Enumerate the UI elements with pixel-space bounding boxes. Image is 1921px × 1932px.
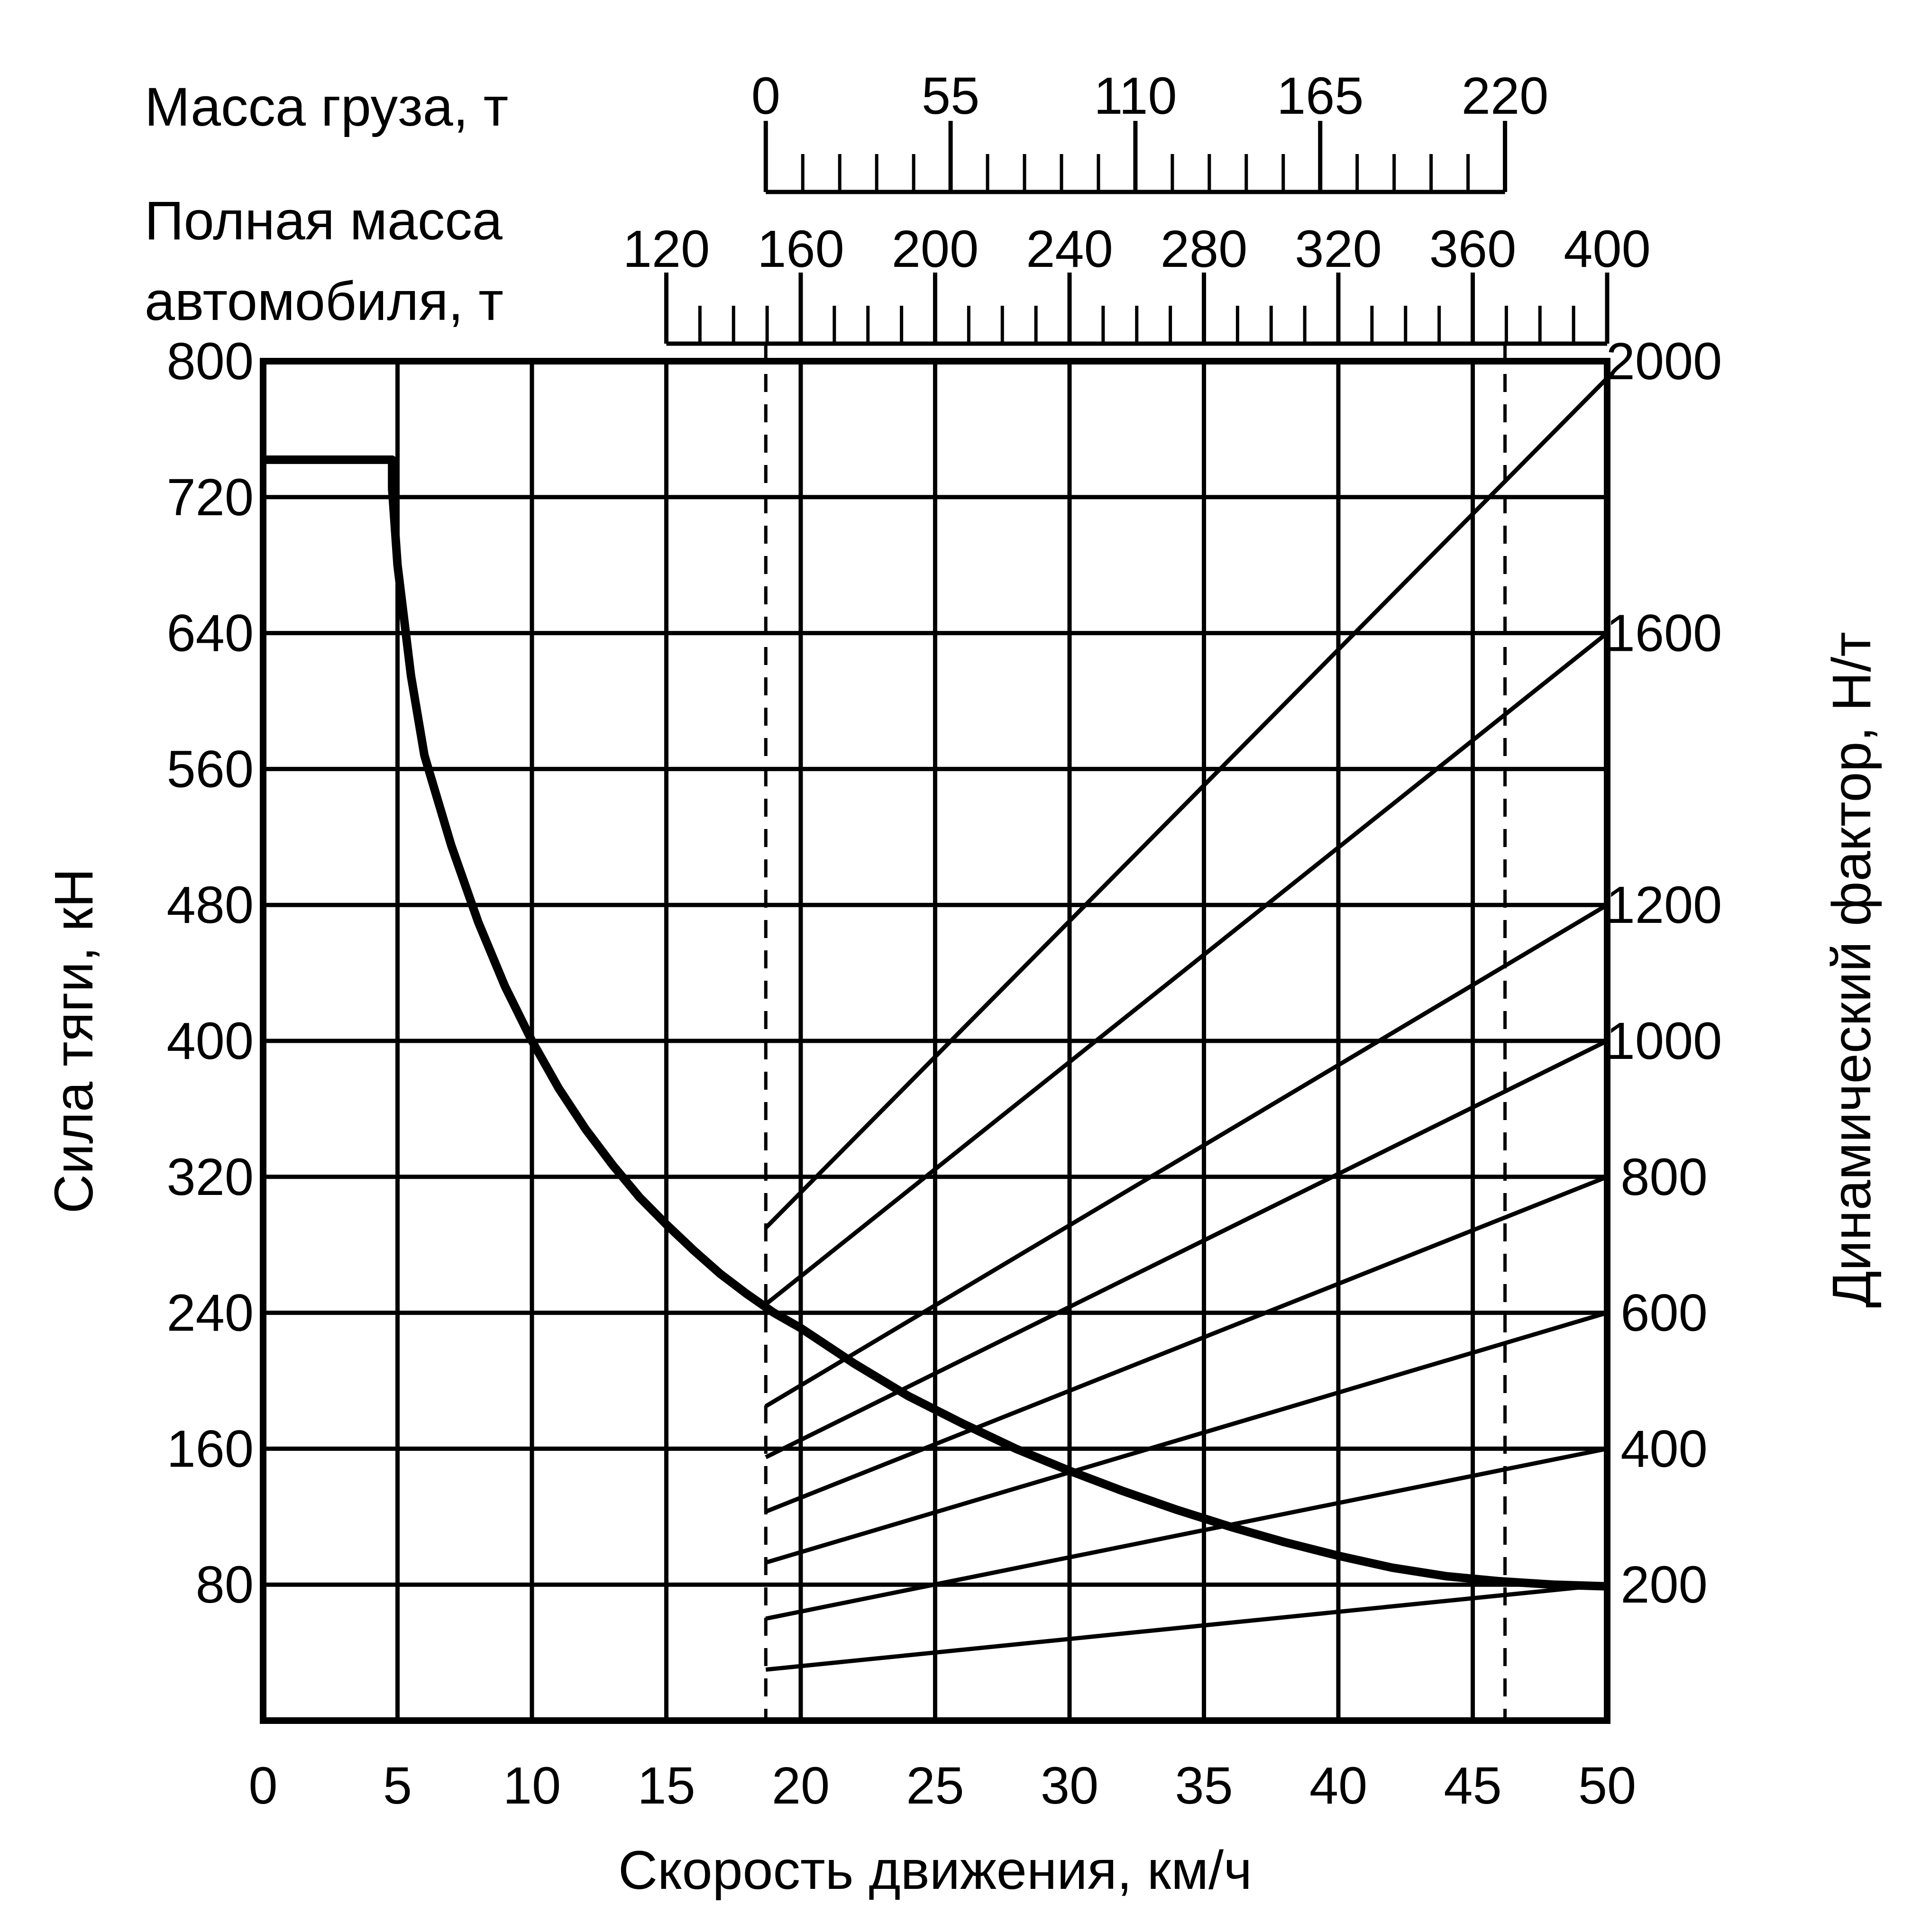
x-tick-label: 45 [1444, 1757, 1501, 1815]
dynamic-factor-line-1 [764, 376, 1609, 1230]
total-mass-tick-label: 360 [1429, 220, 1517, 278]
x-axis-title: Скорость движения, км/ч [618, 1840, 1252, 1901]
cargo-tick-label: 220 [1462, 67, 1549, 125]
plot-frame [260, 358, 1610, 1724]
total-mass-tick-label: 240 [1026, 220, 1113, 278]
y-tick-label: 160 [166, 1420, 254, 1478]
cargo-tick-label: 55 [922, 67, 979, 125]
x-tick-label: 20 [772, 1757, 830, 1815]
tick-labels-layer: 0 5 10 15 20 25 30 35 40 45 50 80 160 240 320 400 480 560… [166, 332, 1722, 1815]
dynamic-factor-line-3 [764, 903, 1609, 1408]
x-tick-label: 35 [1175, 1757, 1233, 1815]
y-tick-label: 480 [166, 876, 254, 934]
y2-tick-label: 1000 [1606, 1012, 1722, 1070]
dynamic-factor-line-4 [765, 1039, 1608, 1459]
x-tick-label: 10 [503, 1757, 561, 1815]
dynamic-factor-line-2 [764, 631, 1609, 1306]
top-axes-layer: 120 160 200 240 280 320 360 400 0 55 110 165 220 [623, 67, 1651, 346]
grid-layer [263, 361, 1607, 1721]
y-tick-label: 80 [196, 1556, 254, 1614]
y2-tick-label: 1600 [1606, 604, 1722, 663]
y2-axis-title: Динамический фактор, Н/т [1821, 632, 1882, 1308]
y2-tick-label: 2000 [1606, 332, 1722, 391]
x-tick-label: 40 [1309, 1757, 1367, 1815]
dynamic-factor-line-5 [765, 1175, 1608, 1514]
total-mass-tick-label: 160 [757, 220, 844, 278]
x-tick-label: 50 [1578, 1757, 1636, 1815]
total-mass-tick-label: 200 [892, 220, 979, 278]
dynamic-factor-line-7 [765, 1446, 1608, 1621]
y2-tick-label: 800 [1620, 1148, 1708, 1206]
cargo-axis-title: Масса груза, т [145, 77, 508, 137]
cargo-tick-label: 110 [1094, 67, 1177, 125]
y-tick-label: 560 [166, 740, 254, 798]
total-mass-tick-label: 280 [1161, 220, 1248, 278]
x-tick-label: 0 [248, 1757, 277, 1815]
traction-force-curve [263, 455, 1608, 1591]
y-tick-label: 720 [166, 468, 254, 527]
y2-tick-label: 1200 [1606, 876, 1722, 934]
y2-tick-label: 600 [1620, 1284, 1708, 1342]
x-tick-label: 5 [383, 1757, 412, 1815]
dynamic-factor-line-8 [765, 1582, 1608, 1672]
y2-tick-label: 200 [1620, 1556, 1708, 1614]
y-axis-title: Сила тяги, кН [44, 868, 104, 1214]
total-mass-tick-label: 120 [623, 220, 710, 278]
y-tick-label: 640 [166, 604, 254, 663]
y-tick-label: 400 [166, 1012, 254, 1070]
total-mass-tick-label: 320 [1295, 220, 1382, 278]
x-tick-label: 25 [906, 1757, 964, 1815]
cargo-tick-label: 165 [1277, 67, 1364, 125]
x-tick-label: 15 [637, 1757, 695, 1815]
x-tick-label: 30 [1041, 1757, 1098, 1815]
cargo-tick-label: 0 [751, 67, 780, 125]
reference-lines-layer [764, 344, 1507, 1721]
total-mass-axis-title-line1: Полная масса [145, 191, 503, 251]
data-layer [263, 376, 1609, 1672]
total-mass-axis-title-line2: автомобиля, т [145, 271, 503, 332]
y-tick-label: 320 [166, 1148, 254, 1206]
y2-tick-label: 400 [1620, 1420, 1708, 1478]
dynamic-factor-line-6 [765, 1311, 1608, 1565]
y-tick-label: 240 [166, 1284, 254, 1342]
y-tick-label: 800 [166, 332, 254, 391]
total-mass-tick-label: 400 [1564, 220, 1651, 278]
